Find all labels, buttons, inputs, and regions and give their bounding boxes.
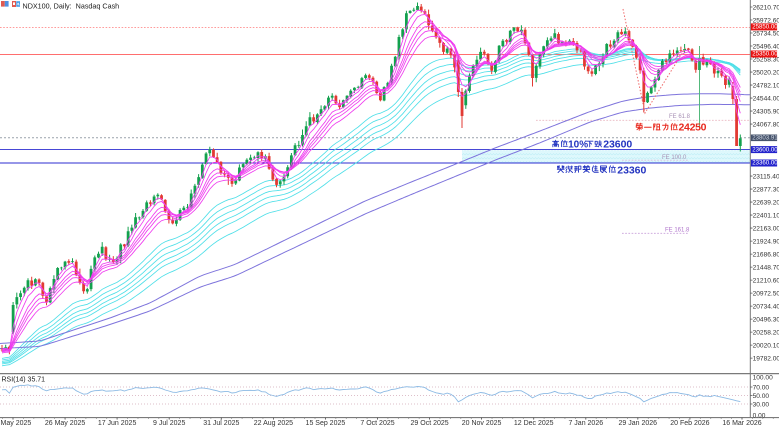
svg-text:21448.70: 21448.70: [753, 265, 779, 272]
svg-text:29 Oct 2025: 29 Oct 2025: [411, 420, 449, 427]
svg-text:31 Jul 2025: 31 Jul 2025: [203, 420, 239, 427]
svg-text:22 Aug 2025: 22 Aug 2025: [254, 420, 293, 427]
svg-text:20972.50: 20972.50: [753, 291, 779, 298]
svg-text:12 Dec 2025: 12 Dec 2025: [514, 420, 554, 427]
svg-text:23360: 23360: [617, 164, 646, 176]
svg-text:16 Mar 2026: 16 Mar 2026: [722, 420, 761, 427]
svg-text:24305.90: 24305.90: [753, 109, 779, 116]
svg-text:25258.30: 25258.30: [753, 57, 779, 64]
svg-text:25850.00: 25850.00: [752, 24, 778, 31]
svg-text:20734.40: 20734.40: [753, 304, 779, 311]
svg-text:25020.20: 25020.20: [753, 70, 779, 77]
svg-text:70.00: 70.00: [753, 385, 770, 392]
svg-text:26210.70: 26210.70: [753, 5, 779, 12]
svg-text:4 May 2025: 4 May 2025: [0, 420, 31, 427]
svg-text:22877.30: 22877.30: [753, 187, 779, 194]
svg-text:25350.00: 25350.00: [752, 51, 778, 58]
svg-text:21686.80: 21686.80: [753, 252, 779, 259]
svg-text:23115.40: 23115.40: [753, 174, 779, 181]
svg-text:7 Oct 2025: 7 Oct 2025: [360, 420, 394, 427]
svg-text:20 Feb 2026: 20 Feb 2026: [670, 420, 709, 427]
svg-text:25496.40: 25496.40: [753, 44, 779, 51]
svg-text:24067.80: 24067.80: [753, 122, 779, 129]
svg-text:21924.90: 21924.90: [753, 239, 779, 246]
svg-text:24782.10: 24782.10: [753, 83, 779, 90]
svg-text:20496.30: 20496.30: [753, 317, 779, 324]
svg-text:FE 161.8: FE 161.8: [665, 227, 690, 233]
svg-text:FE 61.8: FE 61.8: [669, 114, 691, 120]
svg-text:19782.00: 19782.00: [753, 356, 779, 363]
svg-text:15 Sep 2025: 15 Sep 2025: [306, 420, 346, 427]
svg-text:7 Jan 2026: 7 Jan 2026: [568, 420, 603, 427]
svg-text:30.00: 30.00: [753, 402, 770, 409]
svg-text:21210.60: 21210.60: [753, 278, 779, 285]
svg-text:100.00: 100.00: [753, 374, 774, 381]
svg-text:24544.00: 24544.00: [753, 96, 779, 103]
svg-text:0.00: 0.00: [753, 412, 766, 419]
svg-text:RSI(14) 35.71: RSI(14) 35.71: [2, 377, 46, 384]
svg-text:23360.00: 23360.00: [752, 160, 778, 167]
svg-text:17 Jun 2025: 17 Jun 2025: [98, 420, 137, 427]
svg-text:23600: 23600: [603, 139, 632, 151]
svg-text:20020.10: 20020.10: [753, 343, 779, 350]
svg-text:22639.20: 22639.20: [753, 200, 779, 207]
svg-text:FE 100.0: FE 100.0: [662, 155, 687, 161]
svg-text:10%: 10%: [568, 140, 588, 151]
svg-text:24250: 24250: [679, 122, 707, 134]
svg-text:NDX100, Daily: Nasdaq Cash: NDX100, Daily: Nasdaq Cash: [23, 1, 120, 10]
svg-text:20 Nov 2025: 20 Nov 2025: [462, 420, 502, 427]
svg-text:20258.20: 20258.20: [753, 330, 779, 337]
svg-text:23600.00: 23600.00: [752, 146, 778, 153]
svg-text:29 Jan 2026: 29 Jan 2026: [619, 420, 658, 427]
svg-text:25734.50: 25734.50: [753, 31, 779, 38]
svg-text:26 May 2025: 26 May 2025: [45, 420, 86, 427]
svg-text:22401.10: 22401.10: [753, 213, 779, 220]
svg-text:22163.00: 22163.00: [753, 226, 779, 233]
svg-text:50.00: 50.00: [753, 393, 770, 400]
svg-text:25972.60: 25972.60: [753, 18, 779, 25]
svg-text:9 Jul 2025: 9 Jul 2025: [153, 420, 185, 427]
svg-text:23803.91: 23803.91: [752, 134, 778, 141]
